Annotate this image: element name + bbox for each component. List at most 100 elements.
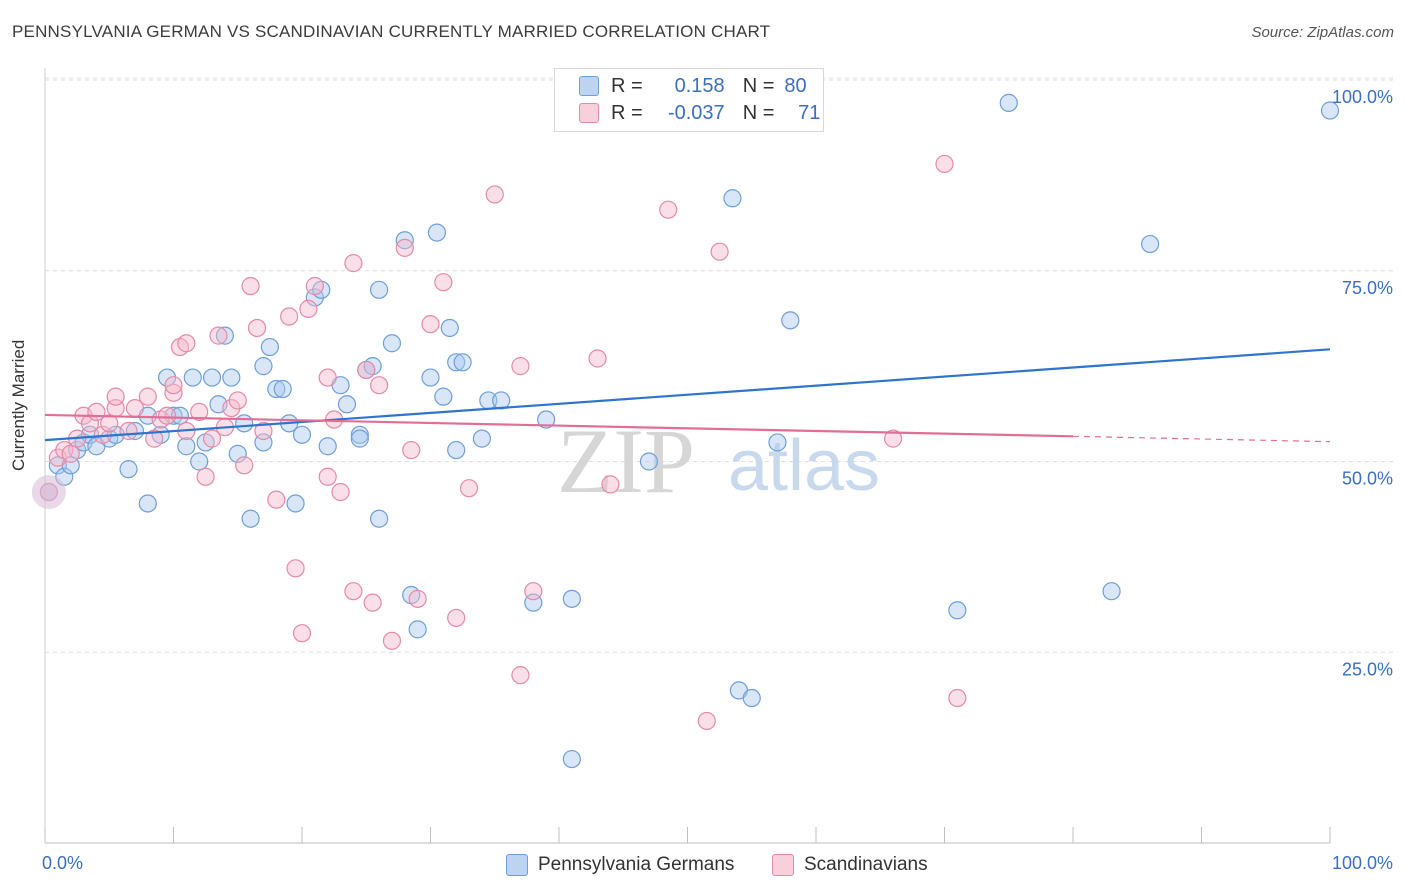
data-point	[1320, 101, 1340, 120]
data-point	[331, 482, 350, 502]
data-point	[260, 337, 279, 357]
data-point	[1102, 582, 1121, 601]
data-point	[999, 93, 1018, 112]
data-point	[421, 368, 440, 387]
data-point	[781, 311, 800, 330]
data-point	[370, 509, 389, 528]
data-point	[524, 582, 543, 601]
data-point	[337, 395, 357, 414]
data-point	[1140, 234, 1160, 254]
data-point	[196, 467, 215, 486]
data-point	[318, 467, 337, 486]
data-point	[48, 456, 67, 475]
data-point	[472, 429, 491, 448]
data-point-cluster	[31, 475, 66, 510]
trend-line-blue	[44, 348, 1331, 442]
y-tick-label: 75.0%	[1342, 278, 1393, 298]
data-point	[357, 360, 376, 380]
data-point	[177, 437, 196, 456]
data-point	[164, 383, 183, 402]
data-point	[710, 242, 729, 261]
data-point	[948, 688, 967, 708]
axes	[44, 68, 1331, 844]
data-point	[408, 589, 427, 608]
data-point	[267, 490, 286, 509]
data-point	[344, 582, 363, 601]
data-point	[177, 334, 196, 353]
data-point	[421, 315, 440, 334]
stats-legend: R = 0.158 N = 80 R = -0.037 N = 71	[554, 68, 824, 132]
legend-swatch-pink	[579, 103, 599, 123]
data-point	[408, 620, 427, 639]
data-point	[382, 334, 402, 353]
data-point	[511, 666, 530, 685]
data-point	[883, 429, 903, 448]
data-point	[318, 437, 337, 456]
data-point	[440, 318, 459, 338]
bottom-legend-item-pink: Scandinavians	[772, 852, 928, 878]
legend-row-pink: R = -0.037 N = 71	[579, 100, 820, 126]
bottom-legend-label-blue: Pennsylvania Germans	[538, 854, 735, 875]
data-point	[459, 479, 479, 498]
legend-r-label: R =	[611, 74, 643, 97]
data-point	[485, 185, 504, 204]
bottom-legend-label-pink: Scandinavians	[804, 854, 928, 875]
data-point	[948, 601, 967, 620]
y-tick-label: 50.0%	[1342, 469, 1393, 489]
data-point	[222, 368, 241, 387]
data-point	[659, 200, 678, 219]
data-point	[562, 749, 581, 769]
data-point	[402, 440, 421, 460]
bottom-legend-item-blue: Pennsylvania Germans	[506, 852, 734, 878]
data-point	[601, 475, 620, 494]
data-point	[119, 421, 138, 441]
y-axis-label: Currently Married	[9, 339, 28, 471]
data-point	[305, 276, 324, 296]
legend-swatch-blue	[579, 76, 599, 96]
x-tick-label: 0.0%	[42, 853, 83, 873]
data-point	[228, 444, 247, 463]
series-scandinavians	[31, 154, 967, 731]
data-point	[427, 223, 447, 242]
data-point	[61, 444, 80, 463]
legend-n-value: 80	[784, 74, 807, 97]
chart-title: PENNSYLVANIA GERMAN VS SCANDINAVIAN CURR…	[12, 22, 771, 41]
watermark-atlas: atlas	[728, 426, 880, 506]
data-point	[286, 494, 305, 513]
data-point	[215, 326, 234, 345]
data-point	[241, 276, 260, 296]
data-point	[209, 326, 228, 345]
data-point	[125, 421, 145, 441]
legend-row-blue: R = 0.158 N = 80	[579, 73, 807, 99]
gridlines	[45, 77, 1395, 653]
data-point	[145, 429, 164, 448]
data-point	[190, 402, 209, 422]
data-point	[138, 494, 157, 513]
tick-labels: 25.0% 50.0% 75.0% 100.0% 0.0% 100.0%	[42, 87, 1393, 873]
data-point	[202, 368, 222, 387]
data-point	[267, 379, 286, 399]
data-point	[235, 414, 254, 433]
data-point	[106, 387, 125, 406]
data-point	[447, 608, 466, 628]
bottom-legend-swatch-pink	[772, 854, 794, 876]
data-point	[286, 559, 305, 578]
source-label: Source: ZipAtlas.com	[1251, 24, 1394, 41]
data-point	[318, 368, 337, 387]
x-tick-label: 100.0%	[1332, 853, 1393, 873]
data-point	[292, 624, 312, 643]
data-point	[241, 509, 260, 528]
data-point	[723, 189, 742, 208]
data-point	[434, 273, 453, 292]
data-point	[235, 456, 254, 475]
trend-line-pink-extension	[1072, 435, 1331, 443]
data-point	[157, 368, 177, 387]
data-point	[639, 452, 659, 471]
data-point	[447, 440, 466, 460]
data-point	[370, 280, 389, 299]
y-tick-label: 25.0%	[1342, 659, 1393, 679]
data-point	[254, 421, 273, 441]
data-point	[511, 357, 530, 376]
data-point	[447, 353, 466, 372]
